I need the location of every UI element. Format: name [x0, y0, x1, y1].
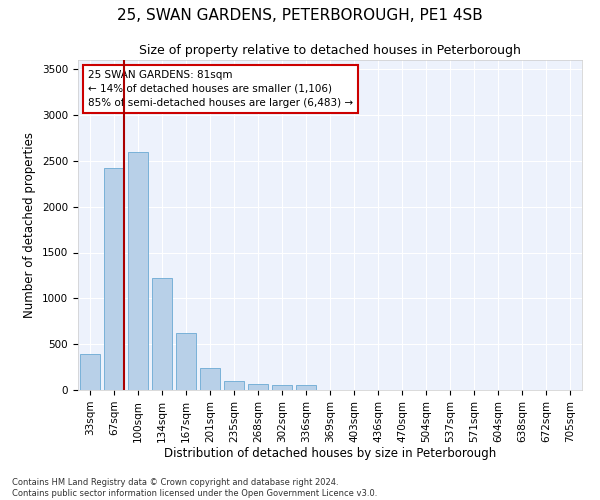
Bar — [152, 278, 172, 390]
Bar — [176, 333, 196, 390]
X-axis label: Distribution of detached houses by size in Peterborough: Distribution of detached houses by size … — [164, 448, 496, 460]
Bar — [272, 384, 292, 390]
Y-axis label: Number of detached properties: Number of detached properties — [23, 132, 37, 318]
Bar — [224, 381, 244, 390]
Bar — [296, 386, 316, 390]
Text: 25 SWAN GARDENS: 81sqm
← 14% of detached houses are smaller (1,106)
85% of semi-: 25 SWAN GARDENS: 81sqm ← 14% of detached… — [88, 70, 353, 108]
Bar — [104, 168, 124, 390]
Bar — [80, 354, 100, 390]
Bar — [248, 384, 268, 390]
Title: Size of property relative to detached houses in Peterborough: Size of property relative to detached ho… — [139, 44, 521, 58]
Bar — [200, 368, 220, 390]
Text: 25, SWAN GARDENS, PETERBOROUGH, PE1 4SB: 25, SWAN GARDENS, PETERBOROUGH, PE1 4SB — [117, 8, 483, 22]
Text: Contains HM Land Registry data © Crown copyright and database right 2024.
Contai: Contains HM Land Registry data © Crown c… — [12, 478, 377, 498]
Bar — [128, 152, 148, 390]
